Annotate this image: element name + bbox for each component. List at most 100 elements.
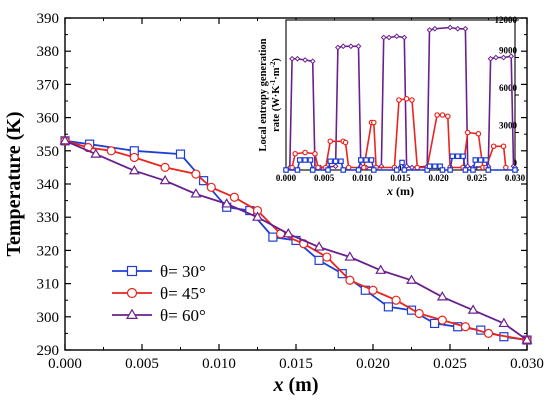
x-tick-label: 0.000 (48, 356, 82, 372)
inset-series-point (512, 167, 518, 173)
inset-x-tick-label: 0.015 (390, 173, 411, 183)
series-point (414, 308, 424, 319)
inset-series-point (462, 25, 469, 32)
inset-x-axis-label-unit: (m) (393, 184, 414, 198)
inset-series-point (302, 57, 308, 63)
series-point (344, 251, 356, 261)
inset-series-point (332, 158, 339, 165)
inset-frame (285, 19, 516, 171)
inset-series-point (401, 34, 408, 41)
inset-series-point (315, 164, 321, 171)
y-tick-label: 300 (37, 310, 60, 326)
inset-x-tick-label: 0.005 (314, 173, 335, 183)
series-point (322, 252, 332, 262)
inset-title-line-1: Local entropy generation (258, 38, 269, 151)
inset-series-point (454, 153, 461, 160)
inset-series-point (294, 55, 301, 62)
legend-marker (126, 308, 138, 319)
inset-series-point (309, 167, 316, 173)
x-axis-label: x (m) (273, 374, 319, 396)
inset-series-point (302, 157, 308, 163)
series-point (375, 264, 387, 274)
x-tick-label: 0.015 (279, 356, 313, 372)
inset-series-point (289, 55, 296, 62)
inset-series-point (309, 58, 316, 65)
inset-series-2 (283, 153, 518, 173)
series-point (483, 328, 494, 338)
inset-series-point (477, 157, 484, 163)
series-point (206, 182, 216, 192)
series-point (467, 304, 479, 314)
inset-series-point (487, 55, 494, 62)
series-point (521, 334, 533, 344)
inset-series-point (403, 95, 410, 102)
inset-y-tick-label: 0 (513, 158, 518, 168)
inset-series-point (470, 167, 476, 173)
inset-series-point (393, 33, 400, 40)
y-tick-label: 350 (37, 144, 60, 160)
inset-series-point (289, 164, 295, 171)
inset-series-point (302, 149, 308, 156)
inset-x-axis-label-var: x (386, 184, 393, 198)
inset-series-point (307, 157, 314, 163)
inset-series-point (500, 54, 507, 61)
series-point (160, 162, 170, 172)
inset-series-point (332, 163, 339, 170)
inset-series-point (312, 150, 318, 157)
inset-series-point (327, 138, 334, 145)
series-point (498, 317, 510, 328)
inset-series-point (361, 164, 367, 171)
inset-series-point (500, 143, 507, 150)
inset-series-point (334, 44, 341, 51)
legend-label: θ= 60° (160, 306, 206, 325)
series-point (128, 164, 140, 175)
series-point (282, 228, 294, 238)
inset-series-point (399, 159, 405, 166)
series-point (252, 211, 263, 221)
inset-series-point (355, 43, 362, 50)
series-point (159, 174, 171, 185)
inset-title-sup: -1 (269, 79, 277, 85)
inset-series-point (434, 112, 440, 118)
inset-series-point (347, 43, 354, 50)
inset-y-tick-label: 9000 (499, 46, 518, 56)
inset-series-point (490, 143, 497, 150)
inset-series-point (345, 164, 352, 171)
inset-series-point (426, 163, 433, 170)
x-tick-label: 0.030 (510, 356, 544, 372)
y-tick-label: 390 (37, 11, 60, 27)
inset-series-point (493, 54, 499, 61)
inset-series-point (327, 158, 334, 165)
series-point (129, 152, 139, 163)
y-tick-label: 330 (37, 210, 60, 226)
series-point (175, 149, 186, 159)
inset-series-point (454, 25, 461, 32)
y-axis-label: Temperature (K) (3, 112, 25, 257)
inset-x-axis-label: x (m) (386, 184, 414, 198)
legend-label: θ= 30° (160, 262, 206, 281)
x-tick-label: 0.010 (202, 356, 236, 372)
x-tick-label: 0.005 (125, 356, 159, 372)
inset-series-point (462, 167, 469, 173)
series-point (345, 275, 355, 285)
series-point (59, 135, 71, 145)
inset-series-point (483, 157, 489, 163)
series-point (313, 241, 325, 251)
inset-series-point (393, 167, 400, 173)
y-tick-label: 340 (37, 177, 60, 193)
legend: θ= 30° θ= 45° θ= 60° (112, 262, 206, 325)
inset-series-point (447, 24, 454, 31)
series-point (191, 169, 201, 179)
inset-series-point (368, 157, 375, 163)
series-point (460, 322, 470, 332)
inset-title-sup: -2 (269, 61, 277, 67)
inset-x-tick-label: 0.010 (352, 173, 373, 183)
inset-series-point (296, 157, 303, 163)
inset-series-point (386, 34, 392, 41)
inset-series-point (472, 157, 479, 163)
inset-series-point (363, 157, 369, 163)
inset-series-point (380, 34, 387, 41)
inset-series-point (325, 167, 331, 173)
inset-title-part: ·m (271, 67, 282, 80)
